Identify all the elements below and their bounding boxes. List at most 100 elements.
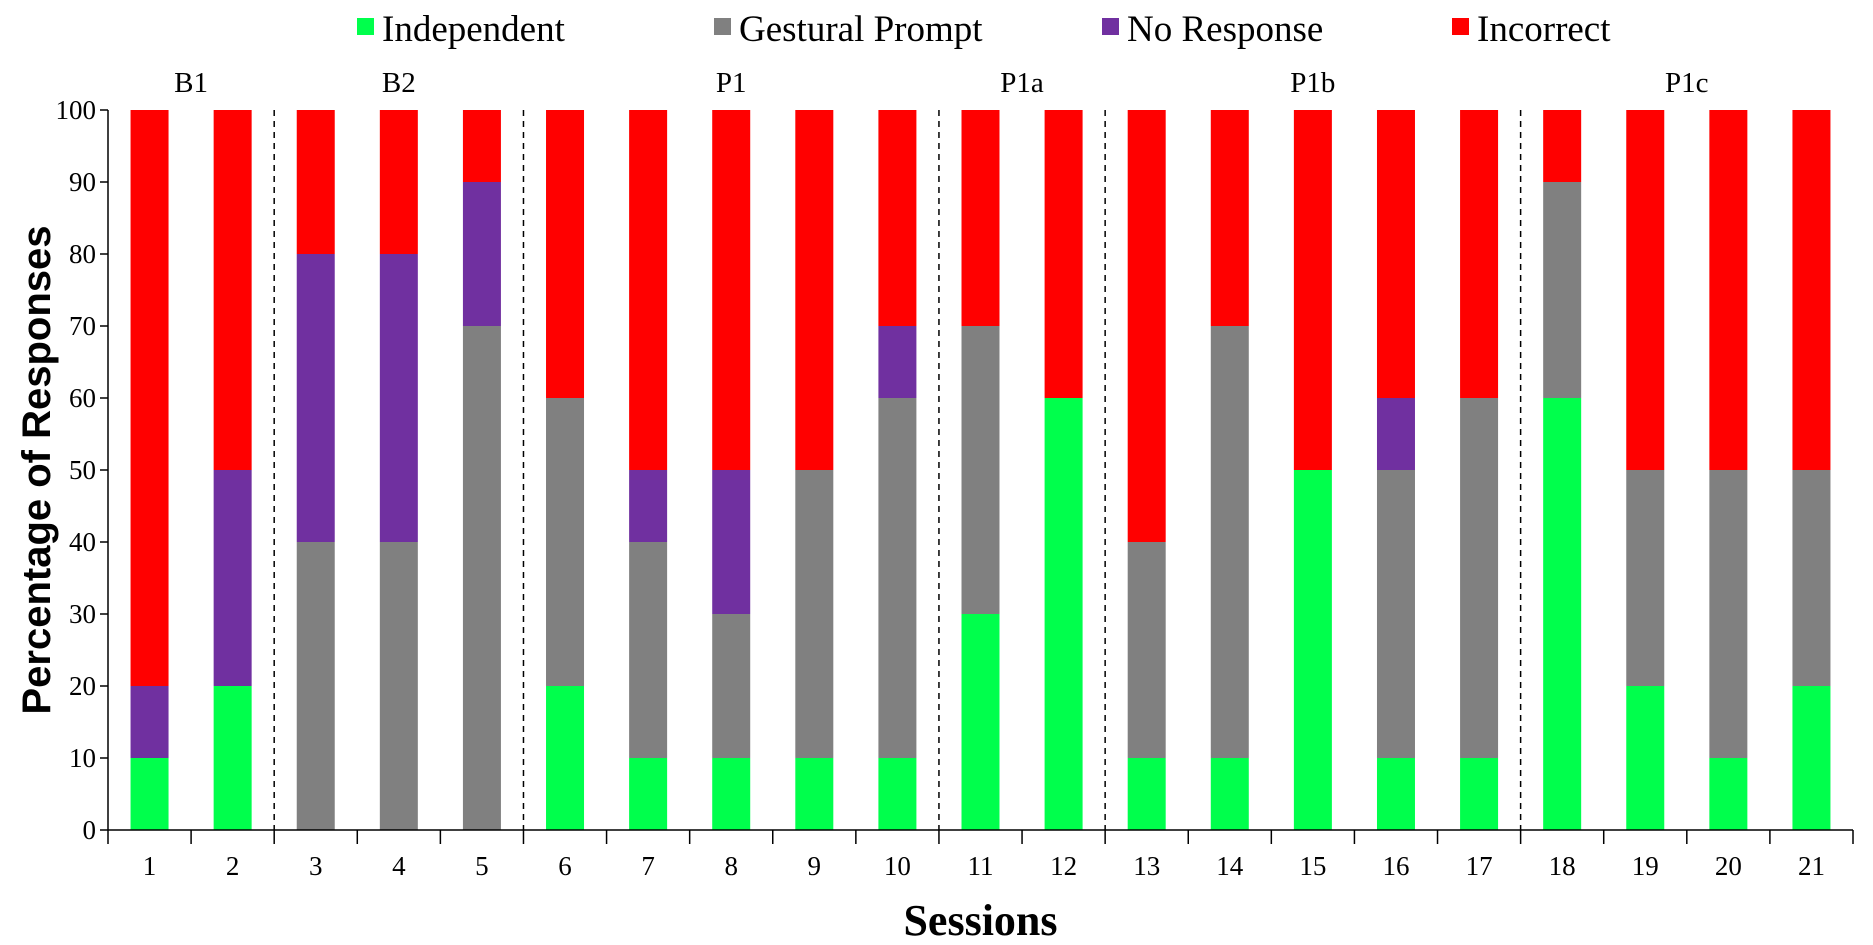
bar-segment-gestural-prompt-session-17 bbox=[1460, 398, 1499, 758]
bar-segment-gestural-prompt-session-19 bbox=[1626, 470, 1665, 686]
bar-segment-gestural-prompt-session-3 bbox=[296, 542, 335, 830]
x-tick-label: 1 bbox=[143, 851, 157, 881]
bar-segment-incorrect-session-21 bbox=[1792, 110, 1831, 470]
bar-segment-incorrect-session-3 bbox=[296, 110, 335, 254]
legend-label: Incorrect bbox=[1477, 9, 1611, 50]
bar-segment-gestural-prompt-session-4 bbox=[379, 542, 418, 830]
y-tick-label: 100 bbox=[56, 95, 97, 125]
x-axis-label: Sessions bbox=[903, 896, 1057, 945]
bar-segment-gestural-prompt-session-6 bbox=[546, 398, 585, 686]
x-axis-ticks: 1 2 3 4 5 6 7 8 9 10 11 12 13 14 15 16 17 18 19 20 21 bbox=[107, 830, 1854, 881]
bar-segment-independent-session-1 bbox=[130, 758, 169, 830]
bar-segment-independent-session-2 bbox=[213, 686, 252, 830]
x-tick-label: 18 bbox=[1549, 851, 1576, 881]
bar-segment-no-response-session-8 bbox=[712, 470, 751, 614]
bar-segment-incorrect-session-16 bbox=[1376, 110, 1415, 398]
bar-segment-no-response-session-4 bbox=[379, 254, 418, 542]
bar-segment-independent-session-21 bbox=[1792, 686, 1831, 830]
bar-segment-gestural-prompt-session-7 bbox=[629, 542, 668, 758]
legend-item-gestural-prompt: Gestural Prompt bbox=[714, 9, 983, 50]
x-tick-label: 20 bbox=[1715, 851, 1742, 881]
y-tick-label: 10 bbox=[69, 743, 96, 773]
x-tick-label: 17 bbox=[1466, 851, 1493, 881]
x-tick-label: 21 bbox=[1798, 851, 1825, 881]
legend-item-independent: Independent bbox=[357, 9, 566, 50]
legend-item-no-response: No Response bbox=[1102, 9, 1323, 50]
bar-segment-incorrect-session-14 bbox=[1210, 110, 1249, 326]
bar-segment-independent-session-17 bbox=[1460, 758, 1499, 830]
y-tick-label: 30 bbox=[69, 599, 96, 629]
legend-item-incorrect: Incorrect bbox=[1452, 9, 1611, 50]
bar-segment-gestural-prompt-session-5 bbox=[462, 326, 501, 830]
y-tick-label: 60 bbox=[69, 383, 96, 413]
y-tick-label: 80 bbox=[69, 239, 96, 269]
phase-label: P1b bbox=[1290, 67, 1335, 99]
bar-segment-gestural-prompt-session-13 bbox=[1127, 542, 1166, 758]
x-tick-label: 7 bbox=[641, 851, 655, 881]
x-tick-label: 8 bbox=[724, 851, 738, 881]
x-tick-label: 3 bbox=[309, 851, 323, 881]
bar-segment-no-response-session-1 bbox=[130, 686, 169, 758]
x-tick-label: 13 bbox=[1133, 851, 1160, 881]
bar-segment-incorrect-session-7 bbox=[629, 110, 668, 470]
bar-segment-incorrect-session-10 bbox=[878, 110, 917, 326]
bar-segment-incorrect-session-15 bbox=[1293, 110, 1332, 470]
bar-segment-no-response-session-16 bbox=[1376, 398, 1415, 470]
bar-segment-incorrect-session-11 bbox=[961, 110, 1000, 326]
legend-label: Independent bbox=[382, 9, 566, 50]
bar-segment-independent-session-20 bbox=[1709, 758, 1748, 830]
legend-label: Gestural Prompt bbox=[739, 9, 983, 50]
x-tick-label: 12 bbox=[1050, 851, 1077, 881]
y-tick-label: 50 bbox=[69, 455, 96, 485]
bar-segment-incorrect-session-5 bbox=[462, 110, 501, 182]
y-tick-label: 40 bbox=[69, 527, 96, 557]
phase-label: P1a bbox=[1000, 67, 1044, 99]
bar-segment-independent-session-19 bbox=[1626, 686, 1665, 830]
phase-labels: B1 B2 P1 P1a P1b P1c bbox=[174, 67, 1708, 99]
bar-segment-no-response-session-3 bbox=[296, 254, 335, 542]
phase-label: P1c bbox=[1665, 67, 1709, 99]
bar-segment-gestural-prompt-session-9 bbox=[795, 470, 834, 758]
bar-segment-gestural-prompt-session-11 bbox=[961, 326, 1000, 614]
bar-segment-incorrect-session-19 bbox=[1626, 110, 1665, 470]
bar-segment-incorrect-session-6 bbox=[546, 110, 585, 398]
bar-segment-gestural-prompt-session-16 bbox=[1376, 470, 1415, 758]
phase-label: P1 bbox=[716, 67, 747, 99]
y-tick-label: 70 bbox=[69, 311, 96, 341]
bar-segment-independent-session-7 bbox=[629, 758, 668, 830]
y-axis-ticks: 0 10 20 30 40 50 60 70 80 90 100 bbox=[56, 95, 108, 845]
bar-segment-gestural-prompt-session-14 bbox=[1210, 326, 1249, 758]
x-tick-label: 15 bbox=[1299, 851, 1326, 881]
y-tick-label: 20 bbox=[69, 671, 96, 701]
bar-segment-independent-session-15 bbox=[1293, 470, 1332, 830]
bar-segment-independent-session-8 bbox=[712, 758, 751, 830]
legend-swatch bbox=[1102, 18, 1119, 35]
legend-swatch bbox=[357, 18, 374, 35]
bar-segment-no-response-session-5 bbox=[462, 182, 501, 326]
x-tick-label: 5 bbox=[475, 851, 489, 881]
phase-label: B1 bbox=[174, 67, 208, 99]
bar-segment-incorrect-session-17 bbox=[1460, 110, 1499, 398]
y-axis-label: Percentage of Responses bbox=[15, 225, 59, 714]
bar-segment-independent-session-16 bbox=[1376, 758, 1415, 830]
bar-segment-independent-session-9 bbox=[795, 758, 834, 830]
bar-segment-gestural-prompt-session-8 bbox=[712, 614, 751, 758]
bar-segment-incorrect-session-2 bbox=[213, 110, 252, 470]
bars bbox=[130, 110, 1831, 830]
bar-segment-independent-session-14 bbox=[1210, 758, 1249, 830]
bar-segment-incorrect-session-4 bbox=[379, 110, 418, 254]
bar-segment-incorrect-session-8 bbox=[712, 110, 751, 470]
bar-segment-gestural-prompt-session-21 bbox=[1792, 470, 1831, 686]
x-tick-label: 16 bbox=[1382, 851, 1409, 881]
bar-segment-incorrect-session-13 bbox=[1127, 110, 1166, 542]
legend-swatch bbox=[714, 18, 731, 35]
phase-label: B2 bbox=[382, 67, 416, 99]
x-tick-label: 19 bbox=[1632, 851, 1659, 881]
x-tick-label: 2 bbox=[226, 851, 240, 881]
bar-segment-no-response-session-7 bbox=[629, 470, 668, 542]
bar-segment-no-response-session-10 bbox=[878, 326, 917, 398]
x-tick-label: 9 bbox=[808, 851, 822, 881]
x-tick-label: 11 bbox=[968, 851, 994, 881]
